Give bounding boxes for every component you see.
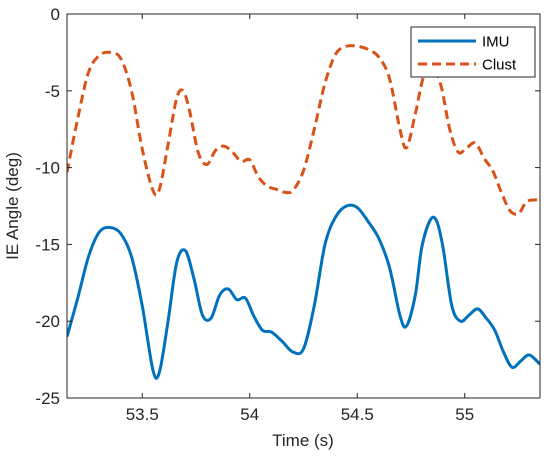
y-axis-label: IE Angle (deg) (3, 152, 22, 260)
y-tick-label: -25 (35, 389, 60, 408)
x-axis: 53.5 54 54.5 55 (126, 14, 474, 424)
y-axis: -25 -20 -15 -10 -5 0 (35, 5, 540, 408)
legend-label-clust: Clust (482, 57, 517, 74)
y-tick-label: -10 (35, 159, 60, 178)
y-tick-label: -5 (45, 82, 60, 101)
y-tick-label: -15 (35, 235, 60, 254)
x-tick-label: 55 (455, 405, 474, 424)
legend: IMU Clust (410, 26, 536, 78)
x-tick-label: 53.5 (126, 405, 159, 424)
x-axis-label: Time (s) (272, 431, 334, 450)
series-line-clust (67, 44, 540, 216)
x-tick-label: 54 (240, 405, 259, 424)
y-tick-label: -20 (35, 312, 60, 331)
plot-frame (66, 13, 541, 399)
x-tick-label: 54.5 (341, 405, 374, 424)
series-line-imu (67, 203, 540, 380)
y-tick-label: 0 (51, 5, 60, 24)
legend-box (410, 26, 536, 78)
series-layer (67, 44, 540, 380)
legend-label-imu: IMU (482, 34, 510, 51)
